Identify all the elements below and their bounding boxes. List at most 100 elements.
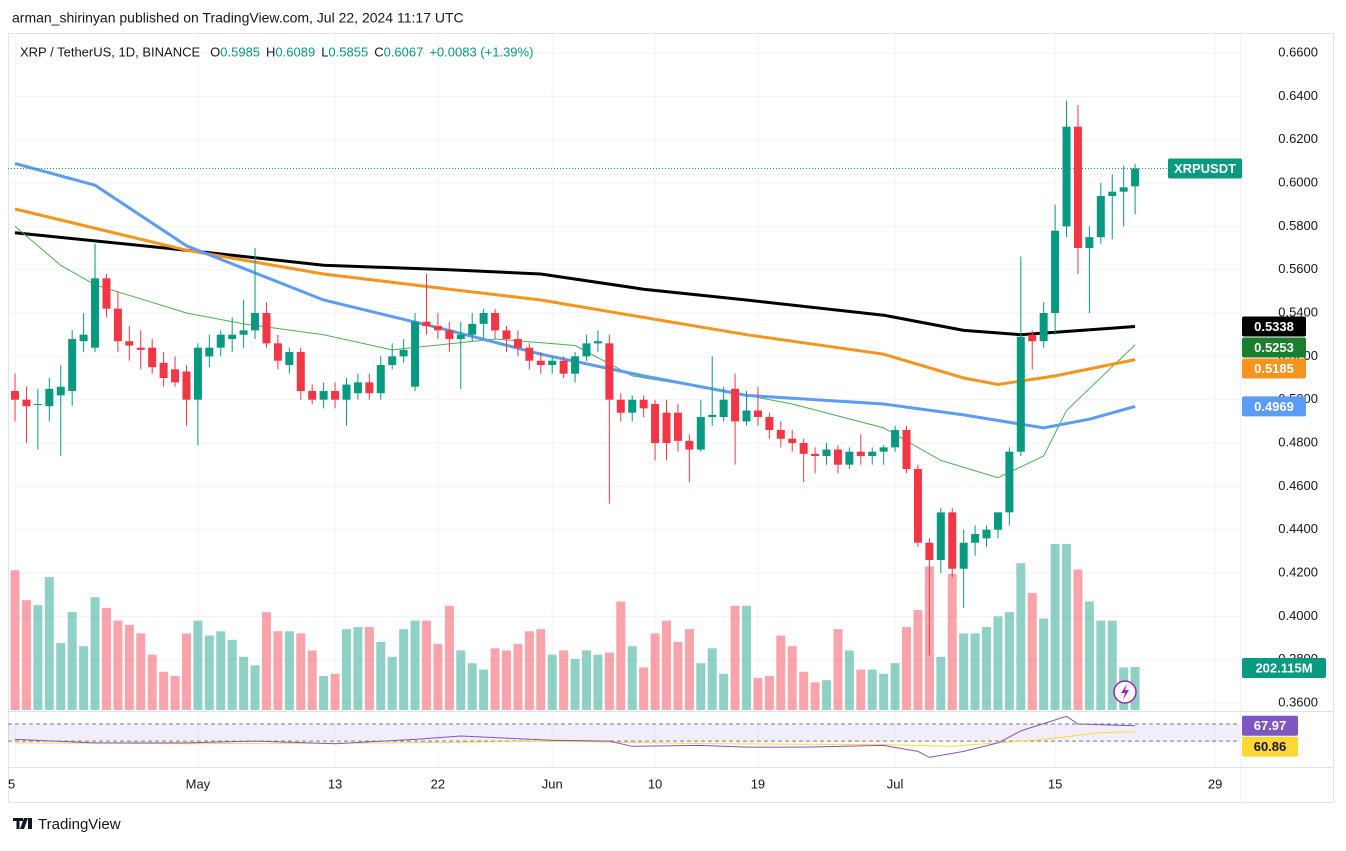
candle-body — [776, 430, 785, 439]
volume-bar — [284, 631, 294, 710]
price-tag — [1242, 358, 1306, 379]
volume-bar — [856, 669, 866, 710]
price-tag-label: XRPUSDT — [1174, 161, 1236, 176]
volume-bar — [1039, 618, 1049, 710]
moving-average-line — [14, 207, 1136, 387]
volume-bar — [479, 669, 489, 710]
y-tick-label: 0.4800 — [1278, 434, 1318, 449]
candle-body — [22, 399, 31, 407]
candle-body — [993, 512, 1002, 530]
volume-bar — [696, 663, 706, 710]
x-tick-label: 15 — [1048, 776, 1062, 791]
rsi-band — [8, 724, 1240, 742]
candle-body — [33, 404, 42, 406]
candle-body — [593, 341, 602, 344]
x-tick-label: 19 — [751, 776, 765, 791]
volume-bar — [1004, 612, 1014, 710]
y-tick-label: 0.6200 — [1278, 131, 1318, 146]
change-label: +0.0083 (+1.39%) — [429, 44, 533, 59]
candle-body — [136, 347, 145, 350]
candle-body — [433, 326, 442, 331]
volume-bar — [1084, 601, 1094, 710]
volume-bar — [959, 633, 969, 710]
candle-body — [536, 360, 545, 366]
candle-body — [148, 347, 157, 368]
volume-bar — [250, 665, 260, 710]
candle-body — [559, 360, 568, 374]
ma-layer — [14, 162, 1136, 479]
volume-bar — [970, 633, 980, 710]
volume-bar — [559, 650, 569, 710]
volume-bar — [181, 633, 191, 710]
candle-body — [868, 451, 877, 457]
volume-bar — [662, 620, 672, 710]
volume-bar — [67, 612, 77, 710]
volume-bar — [1027, 592, 1037, 710]
candle-body — [216, 334, 225, 348]
volume-bar — [376, 641, 386, 710]
volume-bar — [867, 669, 877, 710]
candle-body — [833, 449, 842, 465]
ohlc-key: H — [266, 44, 275, 59]
volume-bar — [136, 633, 146, 710]
volume-bar — [1050, 544, 1060, 710]
x-tick-label: 13 — [328, 776, 342, 791]
candle-body — [1016, 336, 1025, 452]
candle-body — [376, 365, 385, 394]
footer-brand: TradingView — [38, 816, 121, 833]
volume-bar — [730, 605, 740, 710]
volume-bar — [570, 658, 580, 710]
candle-body — [228, 334, 237, 340]
y-tick-label: 0.6600 — [1278, 44, 1318, 59]
x-tick-label: Jun — [542, 776, 563, 791]
candle-body — [925, 542, 934, 561]
candle-body — [273, 343, 282, 361]
candle-body — [1062, 126, 1071, 227]
candle-layer — [8, 100, 1240, 656]
footer-logo[interactable]: TradingView — [13, 816, 121, 833]
candle-body — [628, 399, 637, 413]
volume-bar — [753, 678, 763, 710]
candle-body — [856, 451, 865, 457]
candle-body — [696, 417, 705, 450]
price-tag — [1242, 658, 1326, 678]
candle-body — [525, 347, 534, 361]
volume-bar — [101, 607, 111, 710]
candle-body — [159, 362, 168, 379]
candle-body — [936, 512, 945, 561]
candle-body — [616, 399, 625, 413]
candle-body — [731, 388, 740, 422]
y-tick-label: 0.4600 — [1278, 478, 1318, 493]
volume-bar — [913, 610, 923, 710]
ohlc-value: 0.6089 — [275, 44, 315, 59]
candle-body — [11, 391, 20, 400]
rsi-ma — [14, 731, 1136, 747]
candle-body — [891, 430, 900, 448]
volume-bar — [330, 673, 340, 710]
candle-body — [811, 453, 820, 457]
y-tick-label: 0.5600 — [1278, 261, 1318, 276]
volume-bar — [650, 633, 660, 710]
volume-layer — [10, 544, 1140, 710]
candle-body — [982, 529, 991, 539]
legend: XRP / TetherUS, 1D, BINANCE O 0.5985 H 0.60… — [20, 44, 533, 59]
ohlc-value: 0.5985 — [220, 44, 260, 59]
price-tag — [1242, 715, 1298, 736]
candle-body — [331, 391, 340, 400]
x-tick-label: 10 — [648, 776, 662, 791]
candle-body — [319, 391, 328, 400]
candle-body — [1085, 237, 1094, 249]
volume-bar — [90, 597, 100, 710]
volume-bar — [10, 570, 20, 710]
volume-bar — [239, 656, 249, 710]
volume-bar — [742, 605, 752, 710]
volume-bar — [639, 667, 649, 710]
alert-icon[interactable] — [1113, 680, 1137, 704]
volume-bar — [673, 641, 683, 710]
candle-body — [353, 382, 362, 394]
candle-body — [411, 321, 420, 387]
volume-bar — [490, 648, 500, 710]
candle-body — [902, 430, 911, 470]
y-tick-label: 0.4200 — [1278, 564, 1318, 579]
y-tick-label: 0.4400 — [1278, 521, 1318, 536]
